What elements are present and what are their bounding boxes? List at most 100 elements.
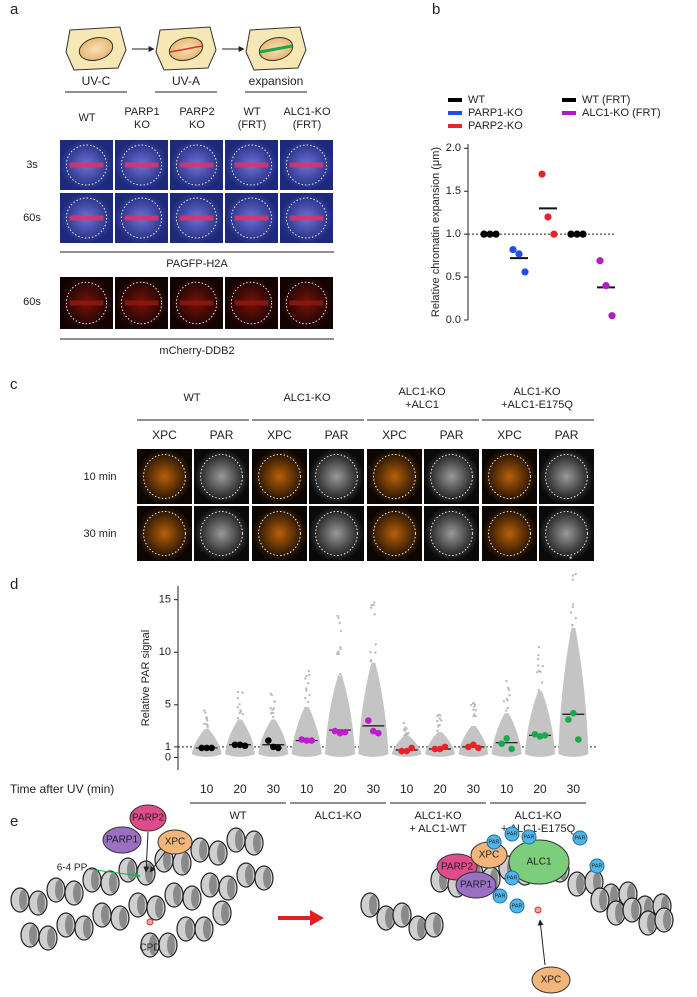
nucleus-outline bbox=[175, 197, 218, 239]
nucleus-outline bbox=[373, 511, 416, 556]
cell-dot bbox=[540, 681, 544, 684]
cell-dot bbox=[438, 717, 441, 720]
cell-dot bbox=[472, 708, 475, 711]
cell-swarm bbox=[225, 719, 255, 757]
par-chain bbox=[486, 834, 502, 850]
replicate-point bbox=[541, 732, 549, 739]
nucleus-outline bbox=[430, 454, 473, 499]
replicate-point bbox=[536, 733, 544, 740]
y-tick-label: 5 bbox=[165, 699, 171, 711]
cell-swarm bbox=[358, 662, 389, 757]
replicate-point bbox=[241, 742, 249, 750]
lesion-pointer bbox=[87, 868, 141, 879]
data-point bbox=[544, 213, 552, 221]
cell-dot bbox=[271, 708, 274, 712]
cell-dot bbox=[308, 673, 311, 677]
step-label: UV-C bbox=[82, 74, 111, 88]
cell-dot bbox=[502, 700, 506, 703]
row-label: 30 min bbox=[83, 528, 116, 540]
cell-dot bbox=[574, 616, 577, 620]
cell-dot bbox=[506, 686, 510, 690]
replicate-point bbox=[208, 744, 215, 752]
y-axis-label: Relative chromatin expansion (μm) bbox=[430, 147, 442, 317]
column-header: +ALC1-E175Q bbox=[501, 399, 573, 411]
group-label: ALC1-KO bbox=[414, 810, 462, 822]
cell-dot bbox=[541, 664, 544, 668]
cell-dot bbox=[537, 654, 540, 657]
x-tick-label: 20 bbox=[233, 782, 247, 796]
channel-label: PAR bbox=[325, 428, 349, 442]
nucleosome-face bbox=[235, 830, 243, 850]
nucleus-outline bbox=[175, 144, 218, 186]
y-tick-label: 10 bbox=[159, 646, 171, 658]
stripe bbox=[289, 215, 324, 221]
legend-label: WT bbox=[468, 94, 485, 106]
replicate-point bbox=[375, 729, 382, 737]
nucleosome-face bbox=[209, 875, 217, 895]
column-header: +ALC1 bbox=[405, 399, 439, 411]
cell-dot bbox=[307, 669, 311, 673]
stripe bbox=[234, 215, 269, 221]
marker-label: mCherry-DDB2 bbox=[159, 345, 234, 357]
nucleosome-face bbox=[181, 853, 189, 873]
cell-dot bbox=[336, 614, 339, 617]
nucleosome-face bbox=[173, 885, 181, 905]
cell-dot bbox=[505, 709, 508, 712]
x-tick-label: 20 bbox=[533, 782, 547, 796]
cell-dot bbox=[369, 606, 373, 609]
cell-swarm bbox=[258, 719, 289, 757]
cell-dot bbox=[572, 603, 575, 606]
nucleus-outline bbox=[258, 454, 301, 499]
cell-dot bbox=[335, 652, 339, 655]
protein bbox=[102, 826, 142, 854]
x-tick-label: 30 bbox=[567, 782, 581, 796]
nucleus-outline bbox=[315, 454, 358, 499]
cell-dot bbox=[439, 714, 442, 717]
replicate-point bbox=[275, 744, 282, 752]
data-point bbox=[492, 230, 500, 238]
cell-dot bbox=[472, 705, 476, 708]
nucleosome-face bbox=[119, 908, 127, 928]
cell-dot bbox=[370, 603, 373, 607]
cell-dot bbox=[435, 719, 439, 723]
nucleosome-face bbox=[29, 925, 37, 945]
recruit-arrow bbox=[537, 919, 546, 966]
cell-dot bbox=[337, 616, 340, 620]
x-tick-label: 30 bbox=[367, 782, 381, 796]
column-header: WT bbox=[243, 106, 260, 118]
stripe bbox=[69, 300, 104, 306]
cell-dot bbox=[473, 713, 476, 716]
cell-dot bbox=[271, 715, 275, 719]
cell-swarm bbox=[525, 691, 555, 757]
nucleus-outline bbox=[143, 454, 186, 499]
cell-dot bbox=[241, 713, 244, 716]
cell-swarm bbox=[425, 732, 455, 757]
cell-dot bbox=[338, 621, 341, 625]
cell-swarm bbox=[291, 706, 322, 757]
legend-label: PARP1-KO bbox=[468, 107, 523, 119]
recruit-arrow bbox=[143, 831, 150, 873]
protein-label: XPC bbox=[165, 837, 186, 848]
cell-swarm bbox=[325, 675, 355, 757]
data-point bbox=[521, 268, 529, 276]
stripe bbox=[124, 215, 159, 221]
cell-dot bbox=[269, 712, 273, 715]
par-label: PAR bbox=[524, 834, 535, 840]
cell-dot bbox=[241, 691, 244, 694]
stripe bbox=[234, 162, 269, 168]
nucleus-icon bbox=[78, 36, 114, 62]
nucleosome-face bbox=[65, 915, 73, 935]
nucleus-outline bbox=[315, 511, 358, 556]
nucleosome-face bbox=[369, 895, 377, 915]
nucleosome-face bbox=[433, 915, 441, 935]
cell-dot bbox=[306, 682, 310, 685]
column-header: (FRT) bbox=[293, 119, 322, 131]
cell-dot bbox=[308, 693, 311, 697]
nucleosome-face bbox=[217, 843, 225, 863]
cell-dot bbox=[369, 650, 372, 654]
protein-label: XPC bbox=[479, 850, 500, 861]
par-chain bbox=[589, 858, 605, 874]
protein-label: ALC1 bbox=[526, 857, 551, 868]
stripe bbox=[124, 162, 159, 168]
